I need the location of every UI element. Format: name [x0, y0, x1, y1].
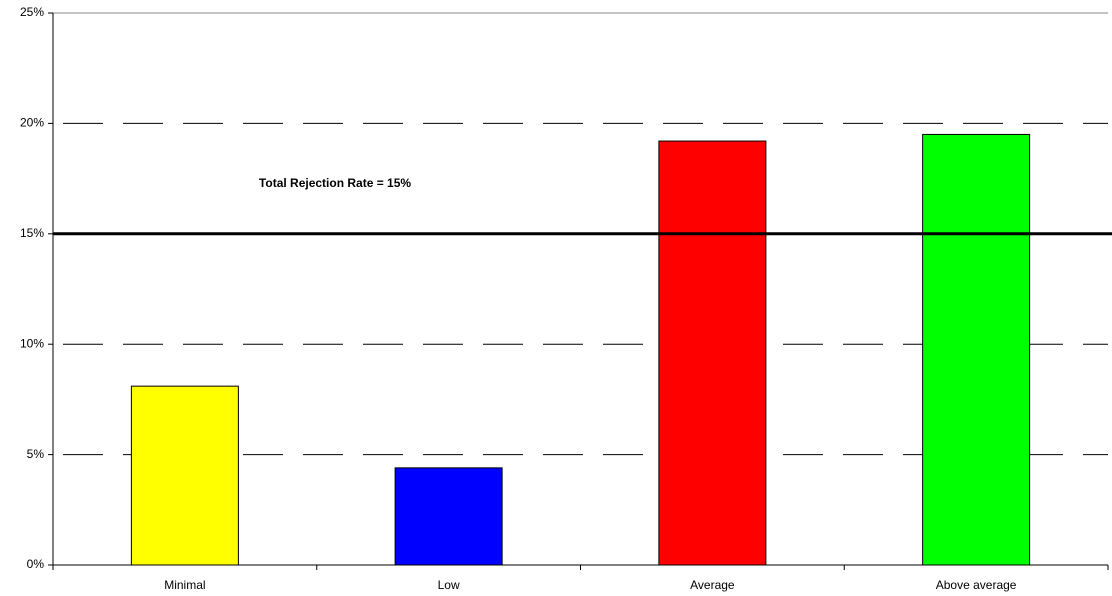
x-tick-label: Low	[438, 578, 460, 592]
y-tick-label: 0%	[27, 557, 45, 571]
y-tick-label: 10%	[20, 336, 44, 350]
bar	[130, 385, 239, 566]
bar	[922, 133, 1031, 566]
y-tick-label: 25%	[20, 5, 44, 19]
x-tick-label: Above average	[936, 578, 1017, 592]
x-tick-label: Average	[690, 578, 735, 592]
bar	[658, 140, 767, 566]
y-tick-label: 15%	[20, 226, 44, 240]
x-tick-label: Minimal	[164, 578, 205, 592]
y-tick-label: 5%	[27, 447, 45, 461]
bar	[394, 467, 503, 566]
reference-label: Total Rejection Rate = 15%	[259, 176, 411, 190]
y-tick-label: 20%	[20, 116, 44, 130]
